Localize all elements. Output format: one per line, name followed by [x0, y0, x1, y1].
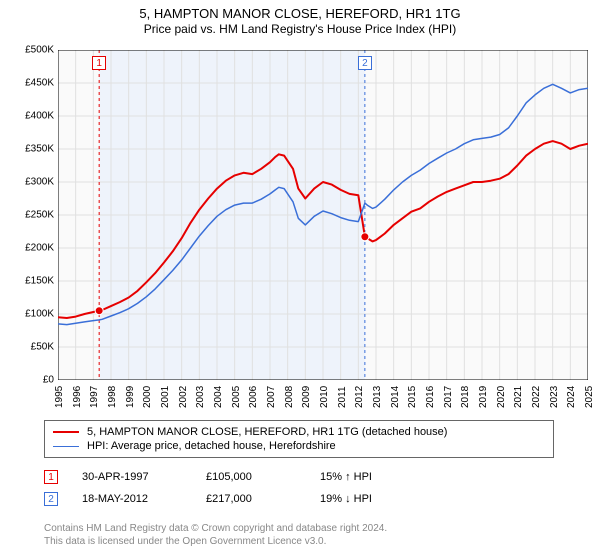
x-tick-label: 2008	[284, 386, 295, 408]
attribution-line1: Contains HM Land Registry data © Crown c…	[44, 522, 387, 535]
x-tick-label: 2021	[513, 386, 524, 408]
x-tick-label: 2018	[460, 386, 471, 408]
y-tick-label: £100K	[8, 309, 54, 320]
x-tick-label: 2001	[160, 386, 171, 408]
x-tick-label: 2015	[407, 386, 418, 408]
x-tick-label: 2020	[496, 386, 507, 408]
plot-svg	[58, 50, 588, 380]
chart-area: £0 £50K £100K £150K £200K £250K £300K £350K £400…	[8, 42, 592, 412]
chart-marker-1: 1	[92, 56, 106, 70]
x-tick-label: 2006	[248, 386, 259, 408]
sale-delta: 15% ↑ HPI	[320, 471, 420, 483]
attribution: Contains HM Land Registry data © Crown c…	[44, 522, 387, 548]
y-tick-label: £250K	[8, 210, 54, 221]
x-tick-label: 2024	[566, 386, 577, 408]
x-tick-label: 1995	[54, 386, 65, 408]
y-tick-label: £350K	[8, 144, 54, 155]
y-tick-label: £300K	[8, 177, 54, 188]
x-tick-label: 2000	[142, 386, 153, 408]
sale-date: 30-APR-1997	[82, 471, 182, 483]
x-tick-label: 2003	[195, 386, 206, 408]
sale-row: 2 18-MAY-2012 £217,000 19% ↓ HPI	[44, 488, 420, 510]
x-tick-label: 2022	[531, 386, 542, 408]
x-tick-label: 2007	[266, 386, 277, 408]
chart-marker-2: 2	[358, 56, 372, 70]
x-tick-label: 2002	[178, 386, 189, 408]
legend-item: HPI: Average price, detached house, Here…	[53, 439, 545, 453]
sale-delta: 19% ↓ HPI	[320, 493, 420, 505]
y-tick-label: £500K	[8, 45, 54, 56]
x-tick-label: 2012	[354, 386, 365, 408]
y-tick-label: £50K	[8, 342, 54, 353]
x-tick-label: 2017	[443, 386, 454, 408]
y-tick-label: £150K	[8, 276, 54, 287]
legend-label: 5, HAMPTON MANOR CLOSE, HEREFORD, HR1 1T…	[87, 426, 447, 438]
x-tick-label: 2011	[337, 386, 348, 408]
x-tick-label: 1997	[89, 386, 100, 408]
x-tick-label: 2025	[584, 386, 595, 408]
x-tick-label: 2019	[478, 386, 489, 408]
title-block: 5, HAMPTON MANOR CLOSE, HEREFORD, HR1 1T…	[0, 0, 600, 36]
y-tick-label: £0	[8, 375, 54, 386]
sales-table: 1 30-APR-1997 £105,000 15% ↑ HPI 2 18-MAY-201…	[44, 466, 420, 510]
sale-marker-2: 2	[44, 492, 58, 506]
legend-swatch	[53, 431, 79, 433]
y-tick-label: £400K	[8, 111, 54, 122]
chart-container: 5, HAMPTON MANOR CLOSE, HEREFORD, HR1 1T…	[0, 0, 600, 560]
x-tick-label: 2023	[549, 386, 560, 408]
y-tick-label: £200K	[8, 243, 54, 254]
chart-title: 5, HAMPTON MANOR CLOSE, HEREFORD, HR1 1T…	[0, 6, 600, 21]
x-tick-label: 1998	[107, 386, 118, 408]
sale-price: £105,000	[206, 471, 296, 483]
x-tick-label: 2013	[372, 386, 383, 408]
sale-price: £217,000	[206, 493, 296, 505]
legend-item: 5, HAMPTON MANOR CLOSE, HEREFORD, HR1 1T…	[53, 425, 545, 439]
legend: 5, HAMPTON MANOR CLOSE, HEREFORD, HR1 1T…	[44, 420, 554, 458]
x-tick-label: 2009	[301, 386, 312, 408]
attribution-line2: This data is licensed under the Open Gov…	[44, 535, 387, 548]
x-tick-label: 2004	[213, 386, 224, 408]
y-tick-label: £450K	[8, 78, 54, 89]
legend-label: HPI: Average price, detached house, Here…	[87, 440, 336, 452]
chart-subtitle: Price paid vs. HM Land Registry's House …	[0, 22, 600, 36]
sale-date: 18-MAY-2012	[82, 493, 182, 505]
x-tick-label: 2010	[319, 386, 330, 408]
sale-row: 1 30-APR-1997 £105,000 15% ↑ HPI	[44, 466, 420, 488]
x-tick-label: 2016	[425, 386, 436, 408]
x-tick-label: 2005	[231, 386, 242, 408]
legend-swatch	[53, 446, 79, 447]
sale-marker-1: 1	[44, 470, 58, 484]
x-tick-label: 1999	[125, 386, 136, 408]
x-tick-label: 1996	[72, 386, 83, 408]
x-tick-label: 2014	[390, 386, 401, 408]
